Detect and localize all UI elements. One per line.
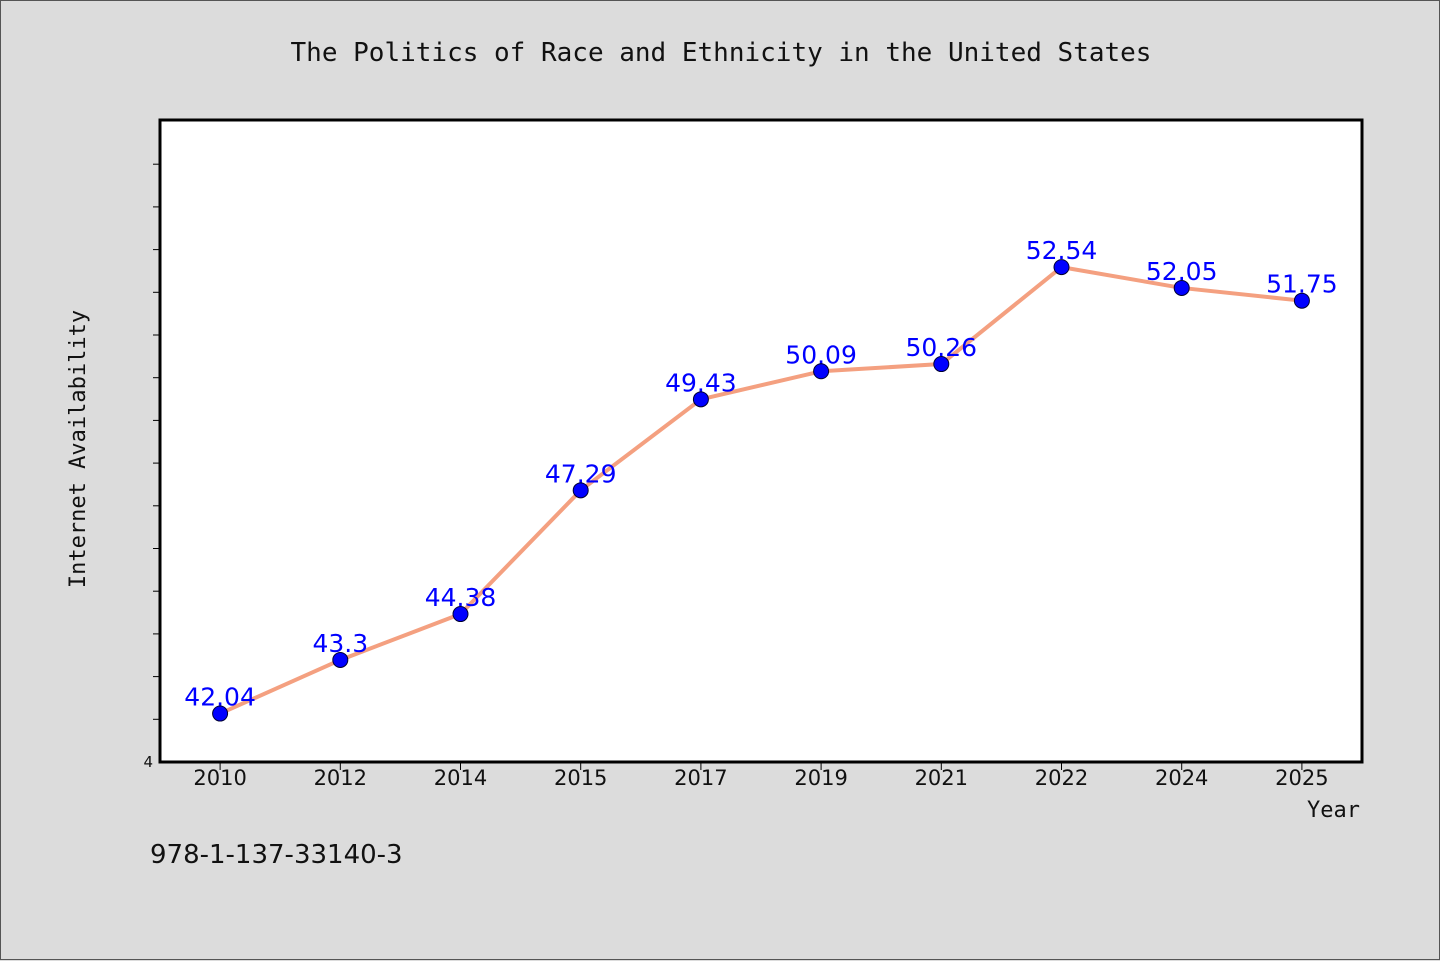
y-axis-min-label: 4 (143, 753, 153, 771)
x-tick-label: 2015 (554, 766, 607, 790)
x-tick-label: 2021 (915, 766, 968, 790)
x-tick-label: 2025 (1275, 766, 1328, 790)
plot-area (158, 118, 1364, 764)
chart-title: The Politics of Race and Ethnicity in th… (291, 38, 1152, 68)
data-point (212, 705, 229, 722)
data-point (813, 363, 830, 380)
data-point (452, 606, 469, 623)
data-point (692, 391, 709, 408)
x-axis-ticks: 2010 2012 2014 2015 2017 2019 2021 2022 2024 2025 (193, 762, 1329, 790)
data-point (1293, 292, 1310, 309)
x-axis-label: Year (1307, 798, 1360, 823)
x-tick-label: 2019 (794, 766, 847, 790)
data-point (933, 356, 950, 373)
data-point (572, 482, 589, 499)
data-point (1053, 259, 1070, 276)
x-tick-label: 2024 (1155, 766, 1208, 790)
data-point (332, 651, 349, 668)
isbn-text: 978-1-137-33140-3 (150, 840, 403, 870)
series-line (218, 265, 1304, 716)
x-tick-label: 2010 (193, 766, 246, 790)
y-axis-ticks (153, 163, 160, 720)
x-tick-label: 2022 (1035, 766, 1088, 790)
data-point (1173, 279, 1190, 296)
x-tick-label: 2017 (674, 766, 727, 790)
x-tick-label: 2012 (314, 766, 367, 790)
y-axis-label: Internet Availability (66, 310, 91, 588)
x-tick-label: 2014 (434, 766, 487, 790)
